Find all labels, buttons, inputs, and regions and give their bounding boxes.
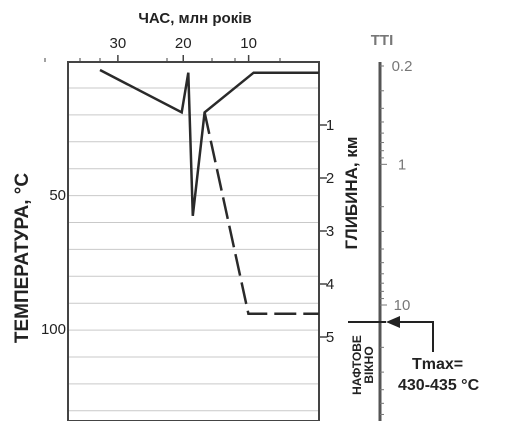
tmax-annotation: Tmax= 430-435 °C <box>386 316 480 394</box>
series-group <box>99 68 319 316</box>
tmax-value: 430-435 °C <box>398 377 480 394</box>
depth-tick-label: 5 <box>326 329 334 346</box>
plot-frame <box>67 61 320 421</box>
tmax-label: Tmax= <box>412 356 463 373</box>
tti-tick-label: 0.2 <box>392 58 413 75</box>
time-tick-label: 10 <box>240 35 257 52</box>
temperature-axis-ticks: 50 100 <box>41 187 66 338</box>
solid-series-line <box>99 68 319 216</box>
time-tick-label: 20 <box>175 35 192 52</box>
tti-axis: 0.2 1 10 <box>378 58 413 421</box>
tti-axis-title: TTI <box>371 32 394 49</box>
temperature-tick-label: 50 <box>49 187 66 204</box>
tti-tick-label: 1 <box>398 156 406 173</box>
oil-window-label: НАФТОВЕВІКНО <box>350 335 376 395</box>
dashed-series-line <box>203 112 319 316</box>
tmax-arrow-line <box>398 321 434 352</box>
time-axis-title: ЧАС, млн років <box>138 10 251 27</box>
oil-window-marker: НАФТОВЕВІКНО <box>348 321 386 395</box>
depth-tick-label: 4 <box>326 276 334 293</box>
arrow-head-icon <box>386 316 400 328</box>
depth-tick-label: 3 <box>326 223 334 240</box>
tti-axis-ticks: 0.2 1 10 <box>380 58 413 415</box>
time-tick-label: 30 <box>110 35 127 52</box>
temperature-tick-label: 100 <box>41 321 66 338</box>
temperature-axis-title: ТЕМПЕРАТУРА, °С <box>12 173 33 344</box>
time-axis-ticks: 30 20 10 <box>44 35 281 62</box>
depth-tick-label: 2 <box>326 170 334 187</box>
grid-lines <box>68 87 319 412</box>
depth-axis-title: ГЛИБИНА, км <box>342 137 361 250</box>
tti-tick-label: 10 <box>394 297 411 314</box>
depth-axis-ticks: 1 2 3 4 5 <box>319 117 334 346</box>
depth-tick-label: 1 <box>326 117 334 134</box>
